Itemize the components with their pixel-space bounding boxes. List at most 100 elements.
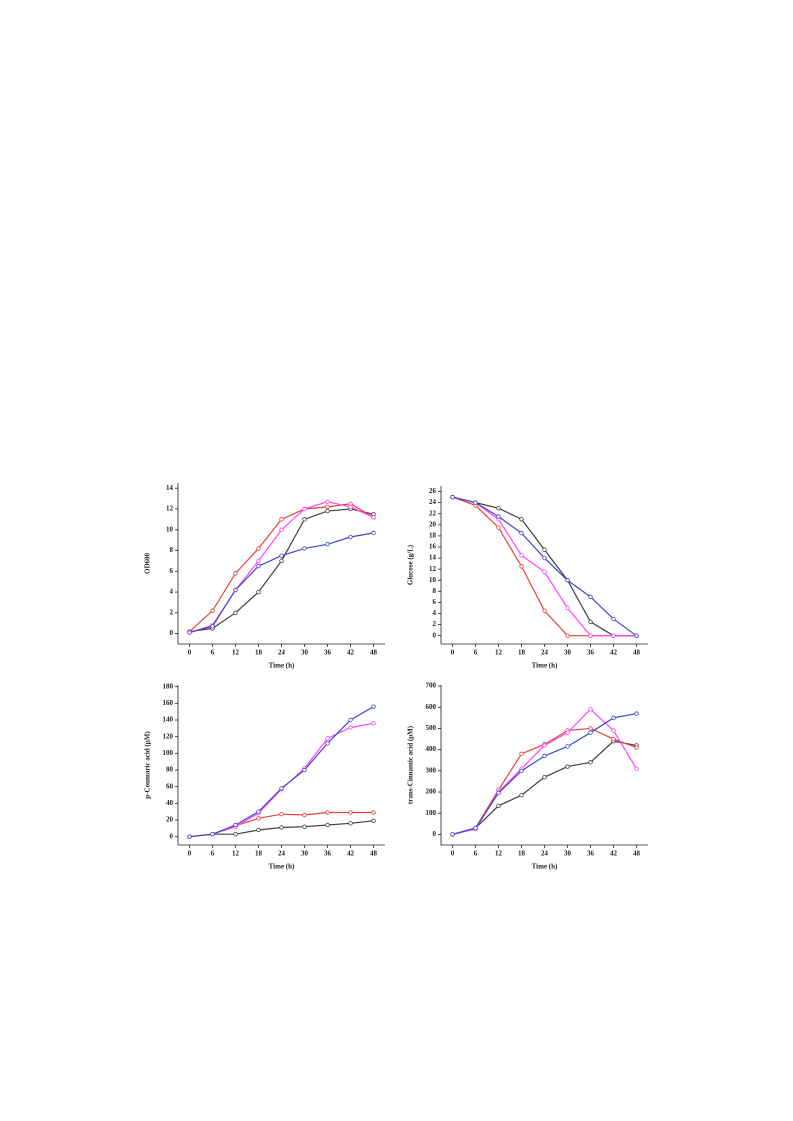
data-point bbox=[519, 564, 524, 569]
series-line bbox=[189, 706, 374, 838]
x-tick-label: 24 bbox=[278, 850, 286, 858]
data-point bbox=[542, 569, 547, 575]
data-point bbox=[542, 608, 547, 613]
data-point bbox=[348, 810, 353, 815]
data-point bbox=[371, 515, 376, 520]
y-tick-label: 300 bbox=[426, 766, 437, 774]
data-point bbox=[450, 494, 455, 500]
x-tick-label: 48 bbox=[633, 649, 641, 657]
series-line bbox=[452, 713, 637, 835]
data-point bbox=[371, 721, 376, 726]
data-point bbox=[187, 834, 192, 839]
data-point bbox=[634, 711, 639, 716]
data-point bbox=[233, 587, 238, 593]
data-point bbox=[473, 500, 478, 505]
y-tick-label: 12 bbox=[166, 505, 174, 513]
data-point bbox=[348, 534, 353, 540]
x-tick-label: 24 bbox=[541, 649, 549, 657]
x-tick-label: 18 bbox=[255, 649, 263, 657]
data-point bbox=[210, 831, 215, 837]
x-tick-label: 42 bbox=[347, 649, 355, 657]
data-point bbox=[302, 824, 307, 829]
x-tick-label: 24 bbox=[278, 649, 286, 657]
x-tick-label: 42 bbox=[610, 850, 618, 858]
x-tick-label: 0 bbox=[188, 850, 192, 858]
x-axis-label: Time (h) bbox=[269, 662, 295, 670]
x-tick-label: 18 bbox=[518, 649, 526, 657]
data-point bbox=[302, 517, 307, 522]
y-tick-label: 500 bbox=[426, 724, 437, 732]
data-point bbox=[325, 810, 330, 815]
data-point bbox=[279, 527, 284, 532]
data-point bbox=[588, 619, 593, 625]
data-point bbox=[371, 810, 376, 815]
y-tick-label: 700 bbox=[426, 682, 437, 690]
data-point bbox=[279, 517, 284, 522]
data-point bbox=[325, 736, 330, 741]
y-tick-label: 160 bbox=[163, 699, 174, 707]
y-tick-label: 20 bbox=[429, 520, 437, 528]
y-tick-label: 12 bbox=[429, 565, 437, 573]
x-tick-label: 6 bbox=[474, 649, 478, 657]
x-tick-label: 12 bbox=[495, 649, 503, 657]
x-tick-label: 48 bbox=[370, 850, 378, 858]
x-axis-label: Time (h) bbox=[532, 662, 558, 670]
data-point bbox=[519, 792, 524, 798]
y-tick-label: 2 bbox=[433, 620, 437, 628]
y-tick-label: 0 bbox=[170, 832, 174, 840]
data-point bbox=[233, 610, 238, 616]
y-tick-label: 4 bbox=[433, 609, 437, 617]
data-point bbox=[256, 827, 261, 833]
data-point bbox=[565, 578, 570, 583]
y-tick-label: 8 bbox=[433, 587, 437, 595]
y-tick-label: 400 bbox=[426, 745, 437, 753]
x-tick-label: 12 bbox=[495, 850, 503, 858]
data-point bbox=[473, 825, 478, 831]
data-point bbox=[519, 517, 524, 522]
data-point bbox=[588, 633, 593, 638]
data-point bbox=[565, 633, 570, 638]
data-point bbox=[611, 715, 616, 721]
x-tick-label: 36 bbox=[587, 850, 595, 858]
data-point bbox=[496, 525, 501, 530]
series-line bbox=[452, 496, 637, 637]
y-tick-label: 26 bbox=[429, 487, 437, 495]
y-tick-label: 100 bbox=[163, 749, 174, 757]
x-tick-label: 36 bbox=[324, 850, 332, 858]
x-tick-label: 12 bbox=[232, 649, 240, 657]
series-line bbox=[189, 722, 374, 838]
data-point bbox=[348, 717, 353, 723]
y-tick-label: 8 bbox=[170, 546, 174, 554]
x-tick-label: 42 bbox=[347, 850, 355, 858]
x-tick-label: 6 bbox=[211, 850, 215, 858]
y-tick-label: 140 bbox=[163, 716, 174, 724]
data-point bbox=[588, 760, 593, 765]
y-tick-label: 6 bbox=[170, 567, 174, 575]
x-tick-label: 30 bbox=[301, 850, 309, 858]
data-point bbox=[256, 809, 261, 814]
y-tick-label: 4 bbox=[170, 588, 174, 596]
data-point bbox=[256, 546, 261, 551]
data-point bbox=[210, 624, 215, 629]
x-tick-label: 0 bbox=[188, 649, 192, 657]
y-tick-label: 16 bbox=[429, 543, 437, 551]
data-point bbox=[519, 768, 524, 774]
y-tick-label: 0 bbox=[433, 631, 437, 639]
data-point bbox=[279, 553, 284, 558]
data-point bbox=[256, 589, 261, 595]
y-axis-label: OD600 bbox=[144, 553, 152, 575]
data-point bbox=[279, 558, 284, 564]
data-point bbox=[542, 555, 547, 561]
x-axis-label: Time (h) bbox=[532, 863, 558, 871]
x-tick-label: 24 bbox=[541, 850, 549, 858]
y-tick-label: 120 bbox=[163, 732, 174, 740]
x-tick-label: 18 bbox=[255, 850, 263, 858]
series-line bbox=[452, 708, 638, 835]
data-point bbox=[519, 553, 524, 558]
x-tick-label: 30 bbox=[301, 649, 309, 657]
y-tick-label: 10 bbox=[429, 576, 437, 584]
data-point bbox=[233, 571, 238, 576]
x-tick-label: 6 bbox=[474, 850, 478, 858]
y-tick-label: 20 bbox=[166, 816, 174, 824]
